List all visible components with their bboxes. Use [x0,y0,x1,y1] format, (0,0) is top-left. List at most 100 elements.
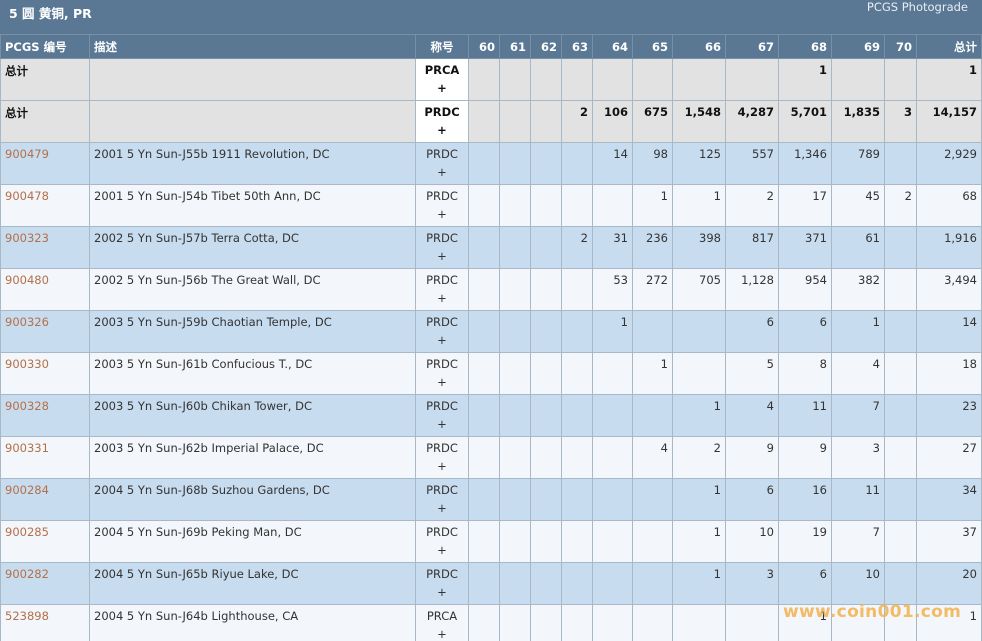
pcgs-number-link[interactable]: 900478 [5,189,49,203]
pcgs-number-link[interactable]: 900285 [5,525,49,539]
col-header-grade-63[interactable]: 63 [561,34,593,59]
grade-70-count [884,604,917,641]
designation-label: PRDC [426,189,458,203]
grade-67-count: 2 [725,184,779,227]
grade-70-count [884,268,917,311]
pcgs-number-link[interactable]: 900326 [5,315,49,329]
grade-62-count [530,100,562,143]
total-count: 37 [916,520,982,563]
description-cell: 2003 5 Yn Sun-J62b Imperial Palace, DC [89,436,416,479]
grade-62-count [530,520,562,563]
grade-65-count: 1 [632,352,673,395]
pcgs-number-cell: 900323 [0,226,90,269]
table-row: 523898 2004 5 Yn Sun-J64b Lighthouse, CA P… [0,604,982,641]
grade-60-count [468,268,500,311]
grade-65-count [632,310,673,353]
total-count: 1 [916,58,982,101]
plus-grade-marker: + [437,333,447,347]
designation-label: PRDC [426,147,458,161]
grade-61-count [499,226,531,269]
plus-grade-marker: + [437,501,447,515]
designation-cell: PRDC + [415,268,469,311]
col-header-grade-66[interactable]: 66 [672,34,726,59]
pcgs-number-link[interactable]: 900330 [5,357,49,371]
col-header-grade-67[interactable]: 67 [725,34,779,59]
grade-65-count [632,604,673,641]
total-count: 3,494 [916,268,982,311]
designation-cell: PRDC + [415,226,469,269]
col-header-description[interactable]: 描述 [89,34,416,59]
grade-66-count: 1 [672,478,726,521]
grade-69-count: 382 [831,268,885,311]
designation-cell: PRDC + [415,352,469,395]
pcgs-number-link[interactable]: 900479 [5,147,49,161]
grade-61-count [499,100,531,143]
grade-70-count [884,310,917,353]
col-header-grade-65[interactable]: 65 [632,34,673,59]
description-cell: 2003 5 Yn Sun-J59b Chaotian Temple, DC [89,310,416,353]
grade-70-count [884,520,917,563]
pcgs-number-cell: 900282 [0,562,90,605]
grade-66-count: 1 [672,520,726,563]
grade-70-count [884,58,917,101]
designation-label: PRDC [426,357,458,371]
designation-cell: PRDC + [415,520,469,563]
grade-64-count: 1 [592,310,633,353]
description-cell: 2004 5 Yn Sun-J65b Riyue Lake, DC [89,562,416,605]
designation-cell: PRDC + [415,100,469,143]
grade-64-count [592,184,633,227]
col-header-grade-62[interactable]: 62 [530,34,562,59]
col-header-designation[interactable]: 称号 [415,34,469,59]
total-count: 14 [916,310,982,353]
grade-66-count: 1 [672,562,726,605]
pcgs-number-cell: 900285 [0,520,90,563]
pcgs-number-link[interactable]: 523898 [5,609,49,623]
col-header-pcgs-number[interactable]: PCGS 编号 [0,34,90,59]
total-count: 27 [916,436,982,479]
pcgs-number-link[interactable]: 900480 [5,273,49,287]
grade-62-count [530,352,562,395]
grade-69-count: 10 [831,562,885,605]
grade-70-count [884,226,917,269]
grade-66-count: 125 [672,142,726,185]
col-header-grade-64[interactable]: 64 [592,34,633,59]
photograde-link[interactable]: PCGS Photograde [866,0,968,14]
grade-62-count [530,394,562,437]
designation-cell: PRCA + [415,58,469,101]
col-header-grade-69[interactable]: 69 [831,34,885,59]
grade-69-count [831,58,885,101]
grade-68-count: 19 [778,520,832,563]
plus-grade-marker: + [437,123,447,137]
description-cell: 2002 5 Yn Sun-J57b Terra Cotta, DC [89,226,416,269]
col-header-total[interactable]: 总计 [916,34,982,59]
population-table: PCGS 编号 描述 称号 60 61 62 63 64 65 66 67 68… [0,34,982,641]
pcgs-number-link[interactable]: 900284 [5,483,49,497]
grade-70-count [884,562,917,605]
col-header-grade-60[interactable]: 60 [468,34,500,59]
grade-63-count [561,436,593,479]
plus-grade-marker: + [437,81,447,95]
grade-65-count [632,520,673,563]
grade-65-count [632,58,673,101]
pcgs-number-link[interactable]: 900282 [5,567,49,581]
grade-64-count [592,562,633,605]
table-row: 900478 2001 5 Yn Sun-J54b Tibet 50th Ann,… [0,184,982,227]
col-header-grade-70[interactable]: 70 [884,34,917,59]
total-count: 1,916 [916,226,982,269]
grade-62-count [530,604,562,641]
designation-cell: PRDC + [415,184,469,227]
pcgs-number-link[interactable]: 900331 [5,441,49,455]
grade-63-count [561,478,593,521]
description-cell [89,58,416,101]
pcgs-number-cell: 900328 [0,394,90,437]
grade-64-count: 31 [592,226,633,269]
grade-68-count: 9 [778,436,832,479]
pcgs-number-link[interactable]: 900328 [5,399,49,413]
pcgs-number-link[interactable]: 900323 [5,231,49,245]
grade-63-count [561,352,593,395]
col-header-grade-61[interactable]: 61 [499,34,531,59]
description-cell: 2003 5 Yn Sun-J61b Confucious T., DC [89,352,416,395]
col-header-grade-68[interactable]: 68 [778,34,832,59]
grade-61-count [499,604,531,641]
designation-cell: PRDC + [415,394,469,437]
